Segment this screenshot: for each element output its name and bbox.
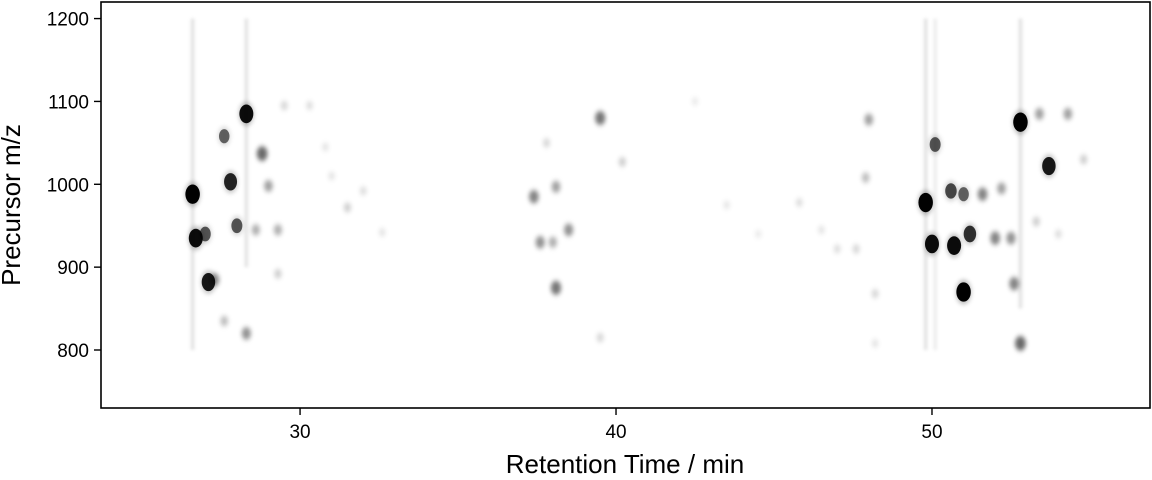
spot-mark	[723, 201, 730, 209]
spot-mark	[360, 186, 367, 196]
spot-mark	[564, 224, 573, 236]
spot-mark	[185, 184, 200, 204]
spot-mark	[1015, 336, 1026, 351]
spot-mark	[853, 244, 860, 254]
spot-mark	[929, 137, 941, 152]
spot-mark	[210, 273, 219, 286]
spot-mark	[755, 230, 762, 238]
spot-mark	[1080, 154, 1087, 164]
x-axis-label: Retention Time / min	[506, 449, 744, 479]
spot-mark	[956, 282, 971, 302]
x-tick-label: 50	[921, 422, 942, 443]
spot-mark	[274, 269, 282, 279]
spot-mark	[1055, 229, 1062, 239]
y-axis-label: Precursor m/z	[0, 124, 26, 286]
streak-mark	[1018, 18, 1023, 309]
spot-mark	[281, 101, 288, 110]
y-tick-label: 1200	[47, 10, 89, 31]
spot-mark	[1033, 217, 1040, 227]
spot-mark	[918, 192, 933, 213]
spot-mark	[264, 180, 273, 192]
spot-mark	[306, 101, 313, 110]
y-tick-label: 800	[57, 341, 89, 362]
y-axis: 800 900 1000 1100 1200	[47, 10, 101, 362]
spot-mark	[834, 244, 841, 254]
spot-mark	[535, 236, 545, 249]
spot-mark	[199, 226, 211, 242]
x-tick-label: 30	[289, 422, 310, 443]
spot-mark	[220, 316, 228, 326]
spot-mark	[796, 198, 803, 207]
spot-mark	[322, 142, 329, 152]
spot-mark	[551, 281, 561, 295]
spot-mark	[958, 187, 969, 202]
spot-mark	[379, 228, 386, 237]
spot-mark	[344, 203, 351, 212]
spot-mark	[549, 237, 557, 248]
spot-mark	[551, 181, 560, 193]
spot-mark	[997, 182, 1006, 194]
spot-mark	[1042, 157, 1056, 176]
spot-mark	[595, 111, 605, 125]
spot-mark	[218, 129, 230, 144]
streak-mark	[933, 18, 937, 350]
spot-mark	[947, 236, 962, 255]
x-axis: 30 40 50	[289, 408, 943, 443]
spot-mark	[862, 172, 870, 183]
streak-mark	[923, 18, 928, 350]
spot-mark	[328, 171, 335, 181]
spot-mark	[274, 224, 282, 235]
spot-mark	[978, 188, 988, 201]
spot-mark	[990, 232, 1000, 245]
spot-mark	[1009, 277, 1019, 290]
plot-background	[101, 2, 1150, 408]
spot-layer	[184, 97, 1087, 353]
spot-mark	[252, 224, 260, 235]
spot-mark	[239, 104, 254, 124]
spot-mark	[1013, 112, 1028, 132]
spot-mark	[543, 138, 550, 148]
spot-mark	[597, 333, 604, 342]
y-tick-label: 1000	[47, 175, 89, 196]
spot-mark	[963, 225, 977, 243]
spot-mark	[1063, 108, 1072, 120]
spot-mark	[924, 234, 939, 254]
x-tick-label: 40	[605, 422, 626, 443]
y-tick-label: 900	[57, 258, 89, 279]
spot-mark	[529, 190, 539, 203]
spot-mark	[818, 225, 825, 234]
spot-mark	[692, 97, 698, 106]
y-tick-label: 1100	[48, 92, 89, 113]
spot-mark	[257, 146, 268, 161]
spot-mark	[242, 327, 251, 340]
spot-mark	[1035, 108, 1044, 120]
spot-mark	[231, 218, 243, 234]
plot-frame	[100, 1, 1151, 409]
spot-mark	[864, 114, 873, 126]
spot-mark	[224, 173, 238, 191]
spot-mark	[1006, 232, 1016, 244]
spot-mark	[872, 339, 879, 348]
spot-mark	[945, 183, 957, 199]
spot-mark	[872, 289, 879, 298]
streak-mark	[244, 18, 249, 268]
spot-mark	[619, 157, 626, 167]
